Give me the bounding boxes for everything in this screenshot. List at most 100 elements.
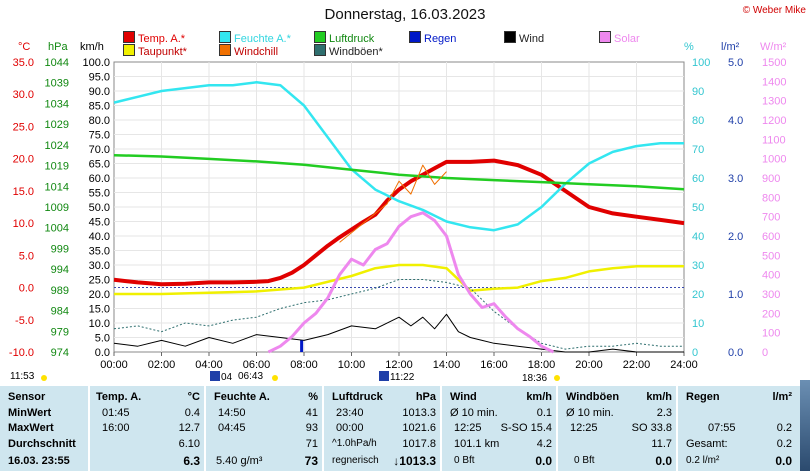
legend-swatch <box>409 31 421 43</box>
tick-label-temp: 35.0 <box>13 57 34 69</box>
tick-label-pressure: 1009 <box>45 202 69 214</box>
tick-label-solar: 0 <box>762 347 768 359</box>
legend-label: Luftdruck <box>329 33 375 45</box>
humidity-max-time: 04:45 <box>218 422 246 434</box>
tick-label-temp: 0.0 <box>19 283 34 295</box>
legend-swatch <box>314 31 326 43</box>
copyright-link[interactable]: © Weber Mike <box>742 5 806 16</box>
gust-header: Windböen <box>566 391 620 403</box>
wind-max-value: S-SO 15.4 <box>500 422 552 434</box>
unit-pressure: hPa <box>48 41 68 53</box>
tick-label-pressure: 979 <box>51 326 69 338</box>
tick-label-solar: 400 <box>762 270 780 282</box>
tick-label-pressure: 1034 <box>45 98 69 110</box>
tick-label-humidity: 50 <box>692 202 704 214</box>
tick-label-pressure: 999 <box>51 243 69 255</box>
tick-label-pressure: 984 <box>51 306 69 318</box>
legend-swatch <box>314 44 326 56</box>
legend-humidity: Feuchte A.* <box>219 31 291 45</box>
legend-temp: Temp. A.* <box>123 31 185 45</box>
wind-max-time: 12:25 <box>454 422 482 434</box>
tick-label-humidity: 80 <box>692 115 704 127</box>
pressure-trend-label: ^1.0hPa/h <box>332 438 377 449</box>
unit-solar: W/m² <box>760 41 787 53</box>
legend-windchill: Windchill <box>219 44 278 58</box>
rain-bar <box>300 340 304 352</box>
legend-swatch <box>123 31 135 43</box>
tick-label-pressure: 1004 <box>45 223 69 235</box>
tick-label-humidity: 90 <box>692 86 704 98</box>
pressure-forecast: regnerisch <box>332 455 379 466</box>
tick-label-temp: 15.0 <box>13 186 34 198</box>
tick-label-wind: 10.0 <box>89 318 110 330</box>
col-sensor: Sensor MinWert MaxWert Durchschnitt 16.0… <box>0 386 88 471</box>
legend-solar: Solar <box>599 31 640 45</box>
wind-mean-value: 4.2 <box>536 438 552 450</box>
temp-max-time: 16:00 <box>102 422 130 434</box>
row-label-sensor: Sensor <box>8 391 46 403</box>
tick-label-temp: 20.0 <box>13 154 34 166</box>
tick-label-pressure: 1019 <box>45 161 69 173</box>
tick-label-solar: 900 <box>762 173 780 185</box>
tick-label-humidity: 100 <box>692 57 710 69</box>
humidity-min-value: 41 <box>305 407 318 419</box>
tick-label-humidity: 20 <box>692 289 704 301</box>
tick-label-wind: 90.0 <box>89 86 110 98</box>
tick-label-temp: -10.0 <box>9 347 34 359</box>
tick-label-humidity: 70 <box>692 144 704 156</box>
rain-total-label: Gesamt: <box>686 438 728 450</box>
series-line-luftdruck <box>113 153 685 191</box>
weather-chart: 35.0 30.0 25.0 20.0 15.0 10.0 5.0 0.0 -5.0 -10.0 1… <box>9 57 787 371</box>
tick-label-wind: 15.0 <box>89 304 110 316</box>
series-line-windb-en <box>113 279 684 350</box>
sun-icon <box>41 375 47 381</box>
series-line-feuchte-a <box>113 81 684 232</box>
gust-unit: km/h <box>646 391 672 403</box>
temp-current-value: 6.3 <box>183 454 200 468</box>
series-line-windchill <box>339 164 447 243</box>
humidity-avg-value: 71 <box>305 438 318 450</box>
tick-label-solar: 1000 <box>762 154 786 166</box>
legend-label: Windböen* <box>329 46 383 58</box>
series-line-taupunkt <box>114 263 684 296</box>
sunset-icon <box>554 375 560 381</box>
temp-avg-value: 6.10 <box>178 438 200 450</box>
tick-label-wind: 70.0 <box>89 144 110 156</box>
pressure-min-value: 1013.3 <box>402 407 436 419</box>
tick-label-solar: 1500 <box>762 57 786 69</box>
tick-label-time: 02:00 <box>148 359 176 371</box>
tick-label-wind: 40.0 <box>89 231 110 243</box>
tick-label-time: 08:00 <box>290 359 318 371</box>
temp-unit: °C <box>187 391 200 403</box>
row-label-min: MinWert <box>8 407 52 419</box>
legend-pressure: Luftdruck <box>314 31 374 45</box>
col-wind: Wind km/h Ø 10 min. 0.1 12:25 S-SO 15.4 … <box>440 386 558 471</box>
gust-max-value: SO 33.8 <box>631 422 672 434</box>
moon-icon <box>379 371 389 381</box>
tick-label-humidity: 60 <box>692 173 704 185</box>
col-rain: Regen l/m² 07:55 0.2 Gesamt: 0.2 0.2 l/m… <box>676 386 802 471</box>
legend-label: Feuchte A.* <box>234 33 291 45</box>
humidity-min-time: 14:50 <box>218 407 246 419</box>
legend-label: Regen <box>424 33 457 45</box>
tick-label-solar: 200 <box>762 308 780 320</box>
moon-icon <box>210 371 220 381</box>
legend-label: Solar <box>614 33 640 45</box>
series-line-temp-a <box>113 158 685 287</box>
tick-label-time: 10:00 <box>338 359 366 371</box>
moon-time-left: 11:53 <box>10 371 35 382</box>
y-axis-ticks: 35.0 30.0 25.0 20.0 15.0 10.0 5.0 0.0 -5.0 -10.0 1… <box>9 57 787 359</box>
legend-label: Wind <box>519 33 545 45</box>
pressure-trend-value: 1017.8 <box>402 438 436 450</box>
unit-wind: km/h <box>80 41 104 53</box>
tick-label-wind: 35.0 <box>89 246 110 258</box>
tick-label-time: 14:00 <box>433 359 461 371</box>
tick-label-temp: 30.0 <box>13 89 34 101</box>
wind-run: 101.1 km <box>454 438 500 450</box>
humidity-unit: % <box>308 391 318 403</box>
sunset-time: 18:36 <box>522 373 548 384</box>
tick-label-humidity: 0 <box>692 347 698 359</box>
tick-label-time: 24:00 <box>670 359 698 371</box>
legend-swatch <box>219 31 231 43</box>
row-label-avg: Durchschnitt <box>8 438 76 450</box>
